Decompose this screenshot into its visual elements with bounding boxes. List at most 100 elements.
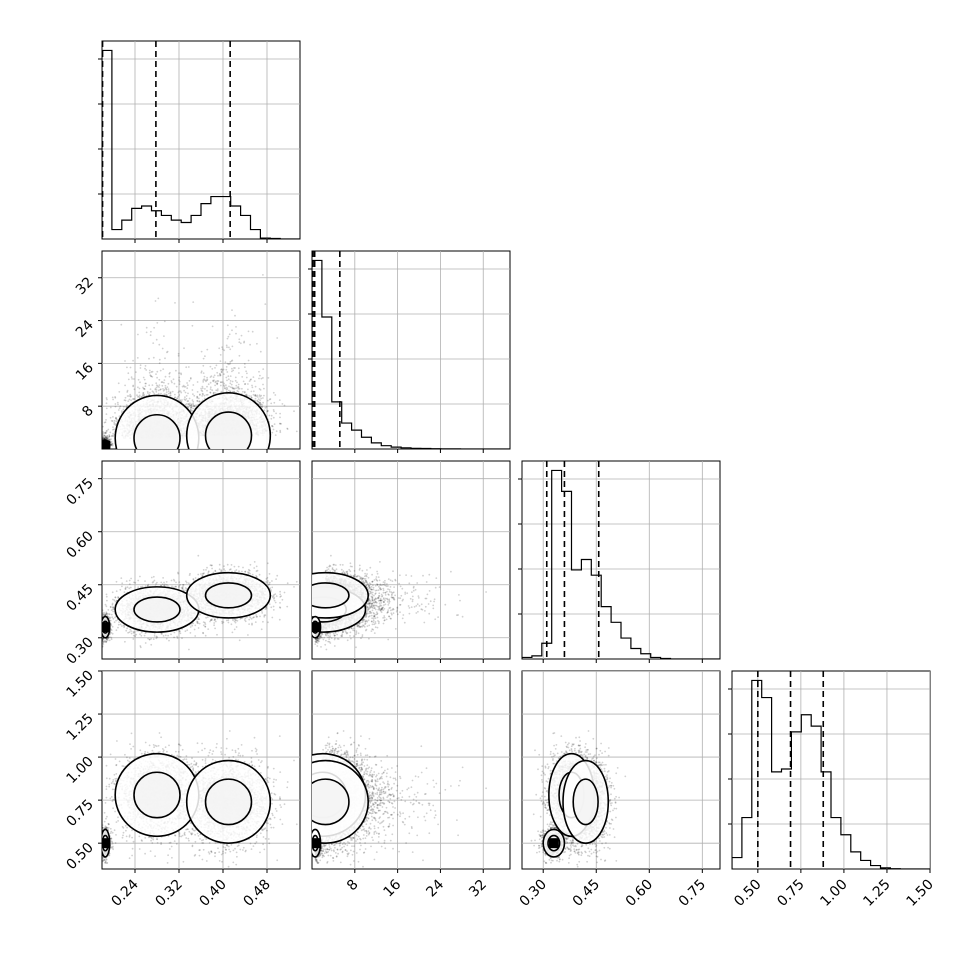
scatter-point	[256, 396, 259, 398]
scatter-point	[157, 392, 160, 395]
scatter-point	[261, 404, 264, 406]
scatter-point	[216, 371, 219, 374]
scatter-point	[220, 381, 222, 384]
scatter-point	[256, 342, 258, 345]
scatter-point	[226, 379, 228, 382]
scatter-point	[192, 393, 194, 396]
scatter-point	[102, 437, 104, 439]
scatter-point	[193, 394, 196, 397]
scatter-point	[225, 376, 228, 379]
scatter-point	[163, 379, 166, 381]
scatter-point	[158, 386, 160, 388]
scatter-point	[111, 396, 114, 399]
scatter-point	[159, 388, 162, 391]
scatter-point	[238, 372, 240, 374]
scatter-point	[251, 330, 254, 333]
scatter-point	[205, 394, 208, 396]
scatter-point	[149, 334, 152, 337]
scatter-point	[226, 362, 229, 365]
scatter-point	[196, 400, 199, 402]
scatter-point	[181, 399, 183, 401]
scatter-point	[211, 368, 214, 370]
scatter-point	[189, 402, 191, 405]
scatter-point	[128, 398, 131, 401]
scatter-point	[149, 374, 152, 377]
scatter-point	[163, 388, 166, 391]
scatter-point	[219, 360, 222, 362]
scatter-point	[150, 375, 153, 377]
scatter-point	[105, 397, 108, 399]
scatter-point	[197, 397, 200, 400]
scatter-point	[164, 386, 167, 389]
scatter-point	[115, 417, 117, 419]
scatter-point	[202, 357, 205, 360]
scatter-point	[136, 395, 139, 398]
scatter-point	[214, 392, 217, 394]
scatter-point	[160, 388, 162, 391]
scatter-point	[167, 390, 170, 392]
scatter-point	[276, 337, 279, 339]
scatter-point	[273, 401, 276, 404]
scatter-point	[203, 375, 206, 378]
scatter-point	[144, 365, 147, 367]
scatter-point	[167, 382, 170, 385]
scatter-point	[259, 389, 262, 391]
scatter-point	[108, 436, 111, 438]
scatter-point	[281, 403, 284, 405]
scatter-point	[200, 350, 203, 353]
scatter-point	[202, 381, 205, 383]
scatter-point	[237, 383, 240, 386]
scatter-point	[279, 429, 282, 432]
scatter-point	[238, 387, 241, 390]
scatter-point	[242, 390, 244, 393]
scatter-point	[257, 401, 260, 403]
scatter-point	[209, 376, 212, 378]
scatter-point	[187, 403, 190, 405]
scatter-point	[150, 371, 153, 373]
scatter-point	[244, 383, 246, 386]
scatter-point	[270, 417, 273, 420]
scatter-point	[106, 429, 108, 432]
scatter-point	[189, 377, 192, 380]
scatter-point	[137, 378, 140, 381]
scatter-point	[150, 330, 152, 333]
scatter-point	[102, 438, 104, 440]
scatter-point	[259, 403, 262, 406]
scatter-point	[206, 379, 208, 382]
scatter-point	[110, 419, 113, 422]
scatter-point	[104, 421, 107, 423]
scatter-point	[189, 408, 192, 411]
scatter-point	[220, 368, 223, 371]
scatter-point	[272, 428, 275, 431]
scatter-point	[226, 387, 229, 390]
scatter-point	[190, 406, 193, 409]
scatter-point	[94, 424, 96, 426]
scatter-point	[108, 438, 110, 441]
scatter-point	[157, 389, 160, 392]
scatter-point	[221, 346, 224, 349]
scatter-point	[225, 366, 228, 368]
scatter-point	[224, 361, 227, 364]
scatter-point	[187, 366, 190, 368]
scatter-point	[170, 380, 173, 382]
scatter-point	[229, 362, 231, 365]
scatter-point	[156, 376, 159, 379]
scatter-point	[179, 399, 182, 402]
scatter-point	[234, 367, 236, 369]
scatter-point	[136, 357, 139, 359]
scatter-point	[236, 390, 239, 392]
scatter-point	[163, 320, 166, 323]
scatter-point	[190, 404, 193, 407]
scatter-point	[221, 381, 224, 383]
scatter-point	[229, 361, 232, 363]
scatter-point	[142, 376, 145, 379]
scatter-point	[234, 314, 236, 317]
scatter-point	[161, 347, 164, 350]
scatter-point	[148, 371, 151, 374]
scatter-point	[216, 382, 218, 385]
scatter-point	[279, 416, 281, 419]
scatter-point	[149, 391, 151, 394]
scatter-point	[138, 396, 141, 399]
scatter-point	[216, 382, 219, 385]
